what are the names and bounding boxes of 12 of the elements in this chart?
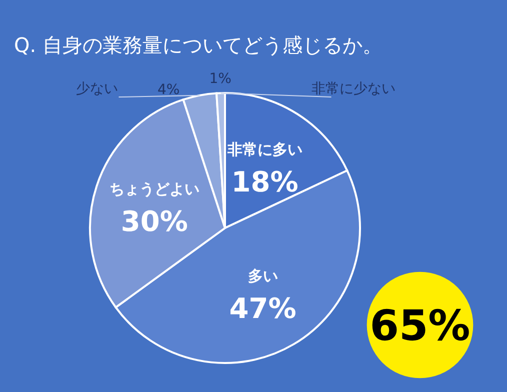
slice-label: 非常に多い	[226, 140, 302, 158]
chart-title: Q. 自身の業務量についてどう感じるか。	[14, 33, 382, 57]
data-label: 18%	[231, 165, 298, 198]
data-label: 30%	[120, 205, 188, 238]
slice-label: 少ない	[76, 81, 118, 97]
data-label: 1%	[209, 71, 232, 88]
slice-label: 非常に少ない	[311, 81, 396, 97]
slice-label: 多い	[248, 266, 278, 285]
data-label: 47%	[229, 292, 296, 325]
data-label: 4%	[157, 82, 180, 98]
text: 65%	[370, 301, 470, 350]
slice-label: ちょうどよい	[109, 180, 200, 198]
